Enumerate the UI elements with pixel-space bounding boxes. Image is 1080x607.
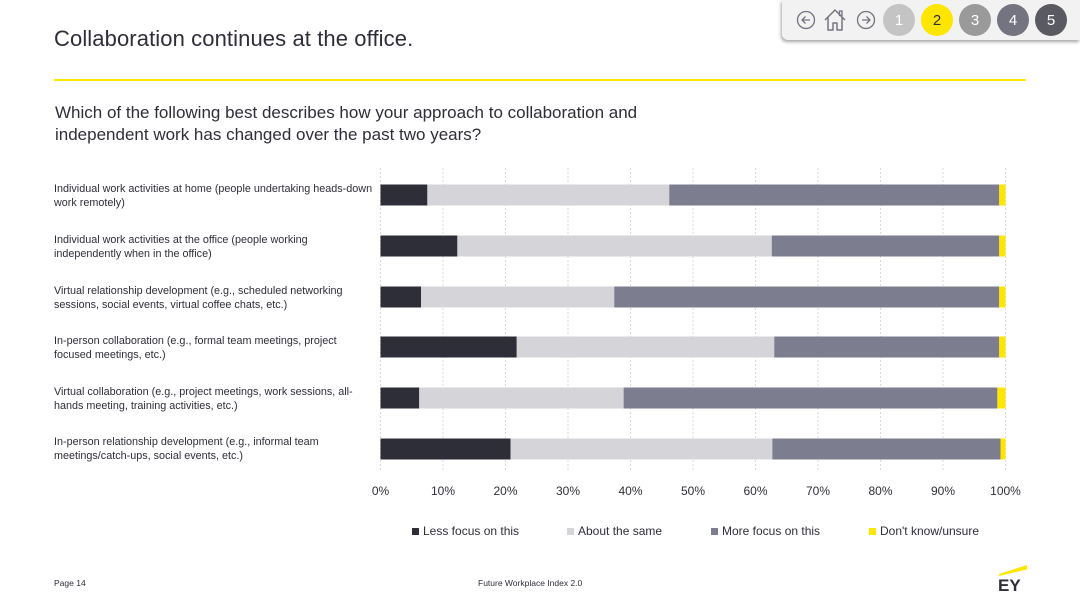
bar-segment <box>999 286 1006 308</box>
x-tick-label: 10% <box>431 484 455 498</box>
title-rule <box>54 79 1026 81</box>
bar-segment <box>669 184 1000 206</box>
bar-segment <box>997 387 1006 409</box>
svg-text:EY: EY <box>998 576 1021 593</box>
bar-segment <box>457 235 772 257</box>
bar-segment <box>380 286 422 308</box>
bar-segment <box>999 184 1006 206</box>
x-tick-label: 50% <box>681 484 705 498</box>
x-tick-label: 20% <box>493 484 517 498</box>
legend-swatch <box>412 527 419 535</box>
legend-item: About the same <box>567 524 662 538</box>
bar-segment <box>380 438 511 460</box>
bar-segment <box>380 336 517 358</box>
nav-panel: 1 2 3 4 5 <box>782 0 1080 40</box>
category-label: Virtual collaboration (e.g., project mee… <box>54 386 353 412</box>
page-button-2[interactable]: 2 <box>921 4 953 36</box>
bar-segment <box>516 336 775 358</box>
page-button-1[interactable]: 1 <box>883 4 915 36</box>
legend-swatch <box>711 527 718 535</box>
category-label: In-person collaboration (e.g., formal te… <box>54 335 337 361</box>
chart-legend: Less focus on this About the same More f… <box>0 524 1080 540</box>
x-tick-label: 80% <box>868 484 892 498</box>
legend-swatch <box>869 527 876 535</box>
legend-label: About the same <box>578 524 663 538</box>
arrow-left-icon <box>796 10 816 30</box>
bar-segment <box>772 438 1001 460</box>
bar-segment <box>774 336 1000 358</box>
x-tick-label: 100% <box>990 484 1021 498</box>
bar-segment <box>771 235 1000 257</box>
page-button-3[interactable]: 3 <box>959 4 991 36</box>
bar-segment <box>380 235 458 257</box>
bar-segment <box>419 387 624 409</box>
page-title: Collaboration continues at the office. <box>54 26 414 51</box>
category-label: In-person relationship development (e.g.… <box>54 436 319 462</box>
bar-segment <box>380 184 428 206</box>
category-label: Individual work activities at home (peop… <box>54 183 373 209</box>
page-button-5[interactable]: 5 <box>1035 4 1067 36</box>
legend-label: More focus on this <box>722 524 821 538</box>
page-number: Page 14 <box>54 578 86 588</box>
x-tick-label: 60% <box>743 484 767 498</box>
legend-item: Don't know/unsure <box>869 524 979 538</box>
legend-label: Less focus on this <box>423 524 520 538</box>
x-tick-label: 0% <box>372 484 390 498</box>
home-icon <box>824 9 846 31</box>
report-name: Future Workplace Index 2.0 <box>478 578 583 588</box>
category-label: Virtual relationship development (e.g., … <box>54 285 343 311</box>
home-button[interactable] <box>821 6 849 34</box>
bar-segment <box>1000 438 1006 460</box>
legend-label: Don't know/unsure <box>880 524 980 538</box>
x-tick-label: 70% <box>806 484 830 498</box>
category-label: Individual work activities at the office… <box>54 234 308 260</box>
back-button[interactable] <box>794 8 818 32</box>
legend-swatch <box>567 527 574 535</box>
bar-segment <box>614 286 1000 308</box>
x-tick-label: 40% <box>618 484 642 498</box>
bar-segment <box>380 387 420 409</box>
bar-segment <box>999 336 1006 358</box>
ey-logo: EY <box>998 565 1027 593</box>
page-button-4[interactable]: 4 <box>997 4 1029 36</box>
arrow-right-icon <box>856 10 876 30</box>
x-tick-label: 30% <box>556 484 580 498</box>
bar-segment <box>623 387 998 409</box>
bar-segment <box>421 286 615 308</box>
bar-segment <box>427 184 670 206</box>
bar-segment <box>510 438 773 460</box>
legend-item: More focus on this <box>711 524 820 538</box>
x-tick-label: 90% <box>931 484 955 498</box>
forward-button[interactable] <box>854 8 878 32</box>
bar-segment <box>999 235 1006 257</box>
legend-item: Less focus on this <box>412 524 519 538</box>
survey-question: Which of the following best describes ho… <box>55 103 638 144</box>
